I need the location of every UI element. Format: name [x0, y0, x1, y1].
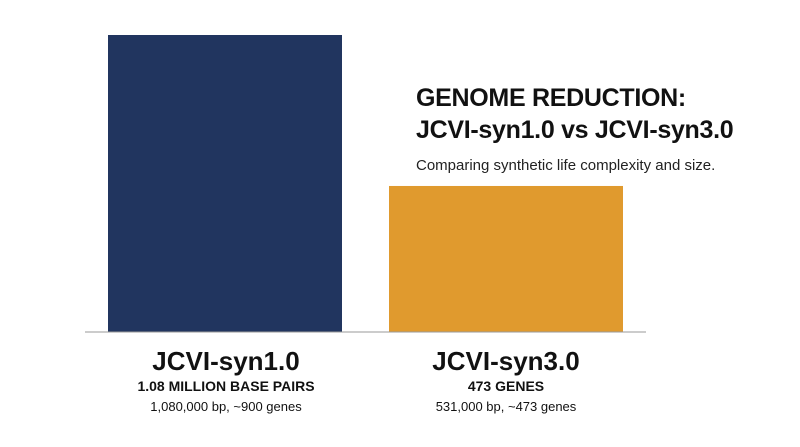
- chart-subtitle: Comparing synthetic life complexity and …: [416, 157, 716, 174]
- bar-syn1: [108, 35, 342, 332]
- category-headline-syn3: 473 GENES: [467, 378, 545, 394]
- category-name-syn1: JCVI-syn1.0: [152, 346, 300, 376]
- chart-title-block: GENOME REDUCTION: JCVI-syn1.0 vs JCVI-sy…: [416, 82, 786, 176]
- category-label-syn1: JCVI-syn1.0 1.08 MILLION BASE PAIRS 1,08…: [96, 346, 356, 417]
- category-name-syn3: JCVI-syn3.0: [432, 346, 580, 376]
- category-detail-syn1: 1,080,000 bp, ~900 genes: [150, 399, 302, 414]
- chart-title-line-1: GENOME REDUCTION:: [416, 84, 686, 112]
- category-detail-syn3: 531,000 bp, ~473 genes: [435, 399, 577, 414]
- category-headline-syn1: 1.08 MILLION BASE PAIRS: [137, 378, 315, 394]
- category-label-syn3: JCVI-syn3.0 473 GENES 531,000 bp, ~473 g…: [376, 346, 636, 417]
- chart-title-line-2: JCVI-syn1.0 vs JCVI-syn3.0: [416, 116, 734, 144]
- bar-syn3: [389, 185, 623, 332]
